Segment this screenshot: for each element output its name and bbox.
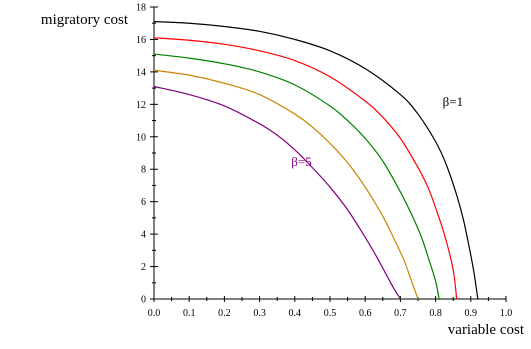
y-tick-label: 18	[136, 3, 146, 14]
y-tick-label: 10	[136, 132, 146, 143]
x-axis-title: variable cost	[448, 322, 525, 338]
y-tick-label: 14	[136, 67, 146, 78]
axes: 0.0 0.1 0.2 0.3 0.4 0.5 0.6 0.7 0.8 0.9 1.0 0 2 4 6 8 10…	[136, 3, 512, 320]
x-tick-label: 0.7	[394, 308, 407, 319]
y-axis-title: migratory cost	[41, 12, 129, 28]
y-tick-label: 8	[141, 165, 146, 176]
curve-label-2: β=5	[291, 154, 311, 169]
series-line-5	[153, 85, 401, 300]
series-line-2	[153, 37, 458, 300]
x-tick-label: 0.1	[183, 308, 196, 319]
y-tick-label: 16	[136, 35, 146, 46]
y-tick-label: 2	[141, 262, 146, 273]
x-tick-label: 0.0	[148, 308, 161, 319]
y-tick-label: 0	[141, 295, 146, 306]
x-tick-label: 1.0	[500, 308, 513, 319]
curve-label-1: β=1	[443, 94, 463, 109]
x-tick-label: 0.6	[359, 308, 372, 319]
y-tick-label: 4	[141, 230, 146, 241]
x-tick-label: 0.9	[465, 308, 478, 319]
labels: migratory cost variable cost β=1 β=5	[41, 12, 525, 338]
x-tick-label: 0.8	[429, 308, 442, 319]
series-line-3	[153, 53, 440, 300]
y-tick-label: 6	[141, 197, 146, 208]
series-line-1	[153, 21, 479, 300]
curves	[153, 21, 479, 300]
series-line-4	[153, 69, 419, 300]
y-tick-label: 12	[136, 100, 146, 111]
x-tick-label: 0.4	[289, 308, 302, 319]
x-tick-label: 0.2	[218, 308, 231, 319]
x-tick-label: 0.3	[253, 308, 266, 319]
x-tick-label: 0.5	[324, 308, 337, 319]
